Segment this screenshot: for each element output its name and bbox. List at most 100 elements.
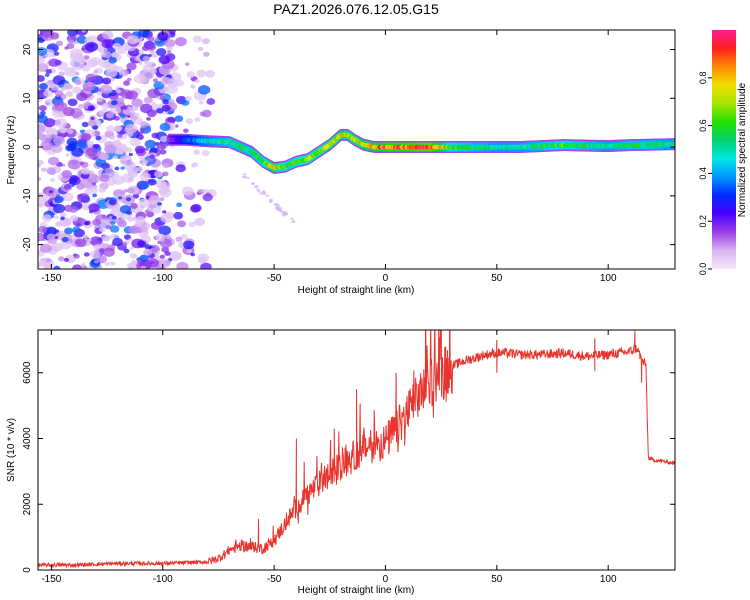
noise-blob xyxy=(201,150,210,157)
noise-blob xyxy=(175,236,183,242)
noise-blob xyxy=(140,103,153,114)
noise-blob xyxy=(127,185,140,195)
noise-blob xyxy=(175,79,185,87)
noise-blob xyxy=(105,225,111,230)
noise-blob xyxy=(126,34,139,45)
noise-blob xyxy=(38,225,48,233)
noise-blob xyxy=(54,101,68,112)
noise-blob xyxy=(81,121,89,128)
noise-blob xyxy=(138,75,145,81)
noise-blob xyxy=(102,247,115,257)
noise-blob xyxy=(122,241,128,246)
noise-blob xyxy=(82,81,96,92)
noise-blob xyxy=(90,56,102,66)
spectrogram-frame xyxy=(37,29,676,270)
noise-blob xyxy=(185,62,190,66)
noise-blob xyxy=(99,248,105,253)
noise-blob xyxy=(76,222,81,227)
noise-blob xyxy=(139,181,149,189)
noise-blob xyxy=(138,198,151,209)
noise-blob xyxy=(129,246,135,250)
noise-blob xyxy=(151,101,156,105)
noise-blob xyxy=(104,261,111,267)
colorbar-tick-label: 0.0 xyxy=(698,263,708,276)
noise-blob xyxy=(160,213,173,223)
noise-blob xyxy=(162,162,170,169)
noise-blob xyxy=(43,89,53,98)
noise-blob xyxy=(146,258,159,268)
noise-blob xyxy=(137,240,147,248)
noise-blob xyxy=(147,36,155,42)
noise-blob xyxy=(103,51,113,59)
noise-blob xyxy=(87,238,92,242)
noise-blob xyxy=(63,183,72,190)
noise-blob xyxy=(40,110,46,116)
noise-blob xyxy=(160,135,169,143)
noise-blob xyxy=(246,176,250,180)
noise-blob xyxy=(164,69,171,75)
noise-blob xyxy=(46,233,56,241)
noise-blob xyxy=(102,116,108,120)
noise-blob xyxy=(183,128,189,133)
snr-x-ticks: -150 -100 -50 0 50 100 xyxy=(41,330,617,585)
noise-blob xyxy=(54,118,68,128)
noise-blob xyxy=(83,55,90,60)
spectrogram-y-label: Frequency (Hz) xyxy=(6,116,17,185)
noise-blob xyxy=(72,264,83,269)
noise-blob xyxy=(38,55,46,65)
noise-blob xyxy=(111,100,118,106)
colorbar-gradient xyxy=(712,30,736,269)
spectrogram-y-tick-label: -10 xyxy=(22,188,33,203)
spectrogram-track-layer xyxy=(166,128,675,174)
colorbar: 0.0 0.2 0.4 0.6 0.8 Normalized spectral ampl… xyxy=(698,30,748,275)
noise-blob xyxy=(104,167,113,174)
noise-blob xyxy=(259,192,263,195)
noise-blob xyxy=(53,265,61,269)
noise-blob xyxy=(38,105,47,112)
noise-blob xyxy=(81,133,92,141)
noise-blob xyxy=(147,178,157,186)
spectrogram-x-tick-label: -100 xyxy=(153,273,173,284)
noise-blob xyxy=(275,203,280,207)
noise-blob xyxy=(101,234,111,242)
noise-blob xyxy=(59,240,72,250)
noise-blob xyxy=(176,261,189,269)
figure-title: PAZ1.2026.076.12.05.G15 xyxy=(273,1,439,17)
noise-blob xyxy=(181,186,194,196)
noise-blob xyxy=(121,105,128,110)
noise-blob xyxy=(202,193,213,202)
noise-blob xyxy=(129,225,141,234)
snr-y-tick-label: 4000 xyxy=(22,427,33,450)
snr-panel: -150 -100 -50 0 50 100 0 2000 4000 6000 Height o… xyxy=(6,329,676,596)
noise-blob xyxy=(110,261,116,266)
noise-blob xyxy=(68,39,74,44)
noise-blob xyxy=(158,225,172,236)
noise-blob xyxy=(67,98,78,107)
spectrogram-x-tick-label: 100 xyxy=(600,273,617,284)
noise-blob xyxy=(205,69,216,78)
noise-blob xyxy=(123,234,132,240)
noise-blob xyxy=(39,243,52,254)
noise-blob xyxy=(155,233,166,242)
noise-blob xyxy=(119,113,126,119)
spectrogram-x-tick-label: 50 xyxy=(491,273,503,284)
noise-blob xyxy=(41,214,52,223)
noise-blob xyxy=(69,206,78,213)
noise-blob xyxy=(129,253,138,259)
noise-blob xyxy=(77,194,82,198)
noise-blob xyxy=(79,178,93,188)
noise-blob xyxy=(133,107,138,111)
noise-blob xyxy=(188,221,196,228)
noise-blob xyxy=(201,109,212,118)
noise-blob xyxy=(65,144,74,152)
noise-blob xyxy=(67,30,78,37)
noise-blob xyxy=(58,71,65,77)
noise-blob xyxy=(45,68,52,74)
noise-blob xyxy=(85,73,96,82)
noise-blob xyxy=(64,257,70,262)
noise-blob xyxy=(53,215,60,220)
noise-blob xyxy=(89,250,101,259)
noise-blob xyxy=(65,153,70,157)
noise-blob xyxy=(42,30,54,38)
noise-blob xyxy=(111,215,117,220)
